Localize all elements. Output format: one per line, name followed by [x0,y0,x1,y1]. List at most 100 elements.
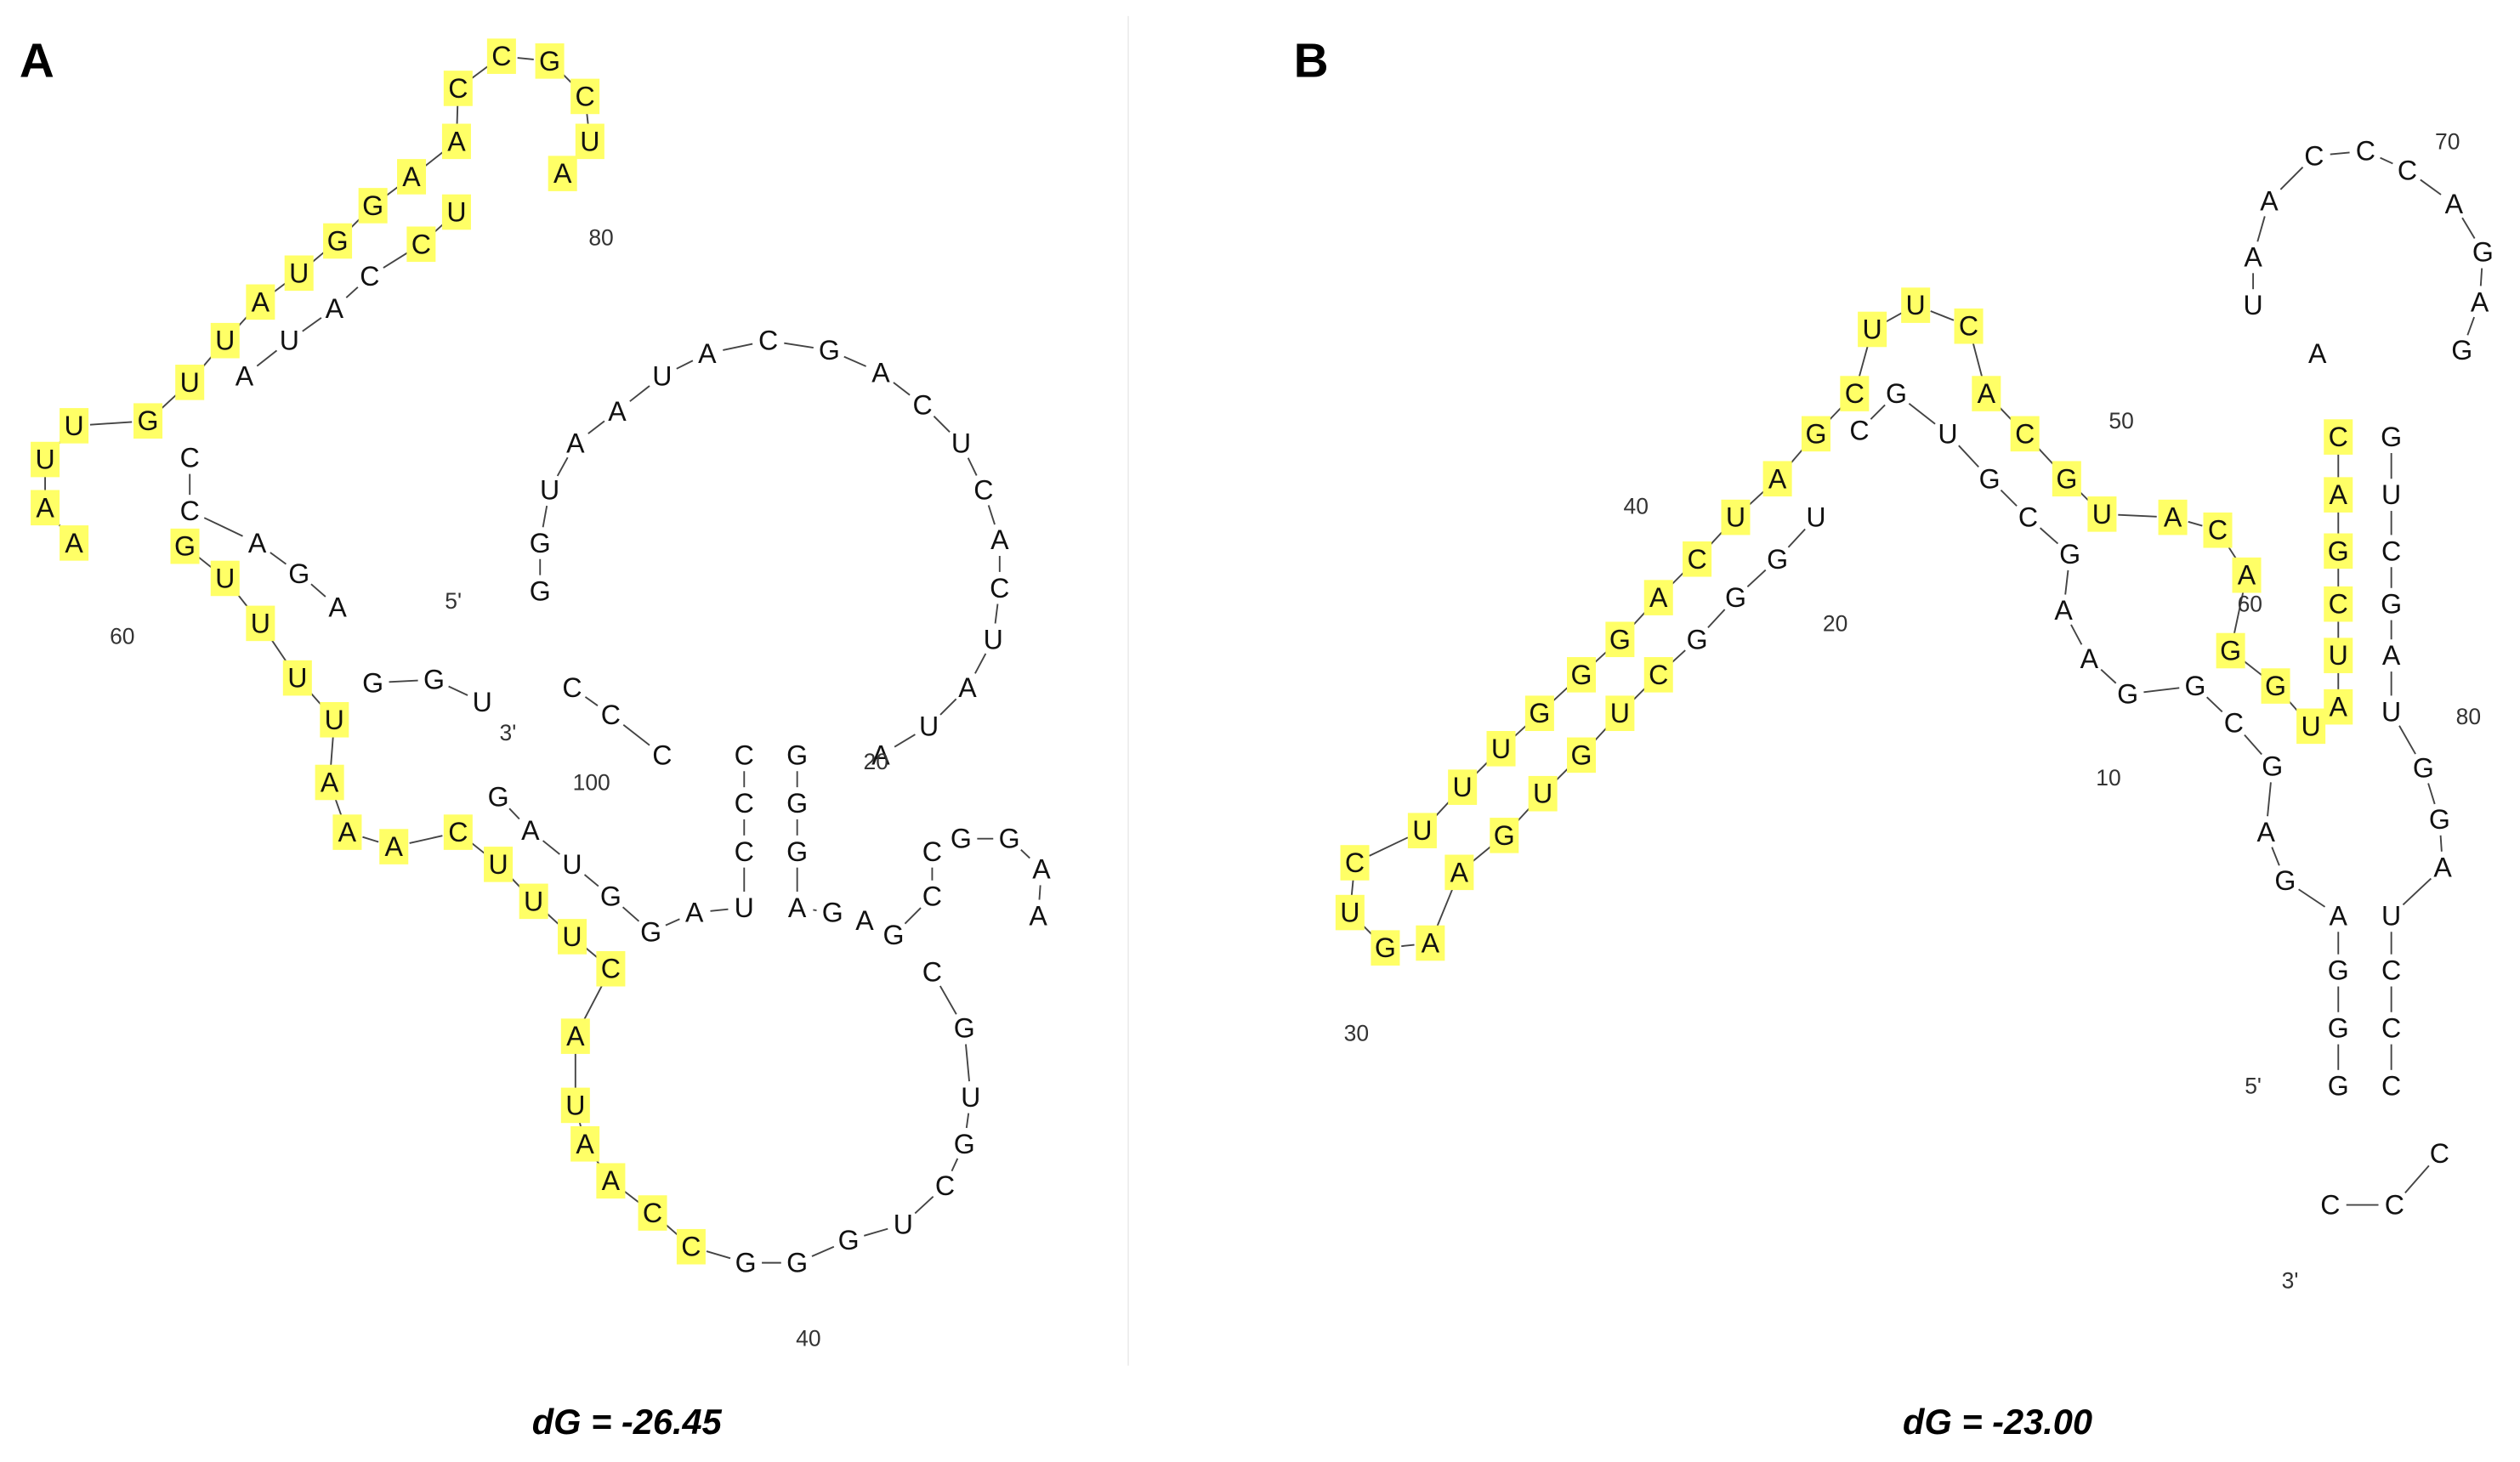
nucleotide: G [488,781,509,812]
nucleotide: G [539,46,560,76]
backbone-link [1972,341,1984,379]
highlight [60,525,89,561]
highlight [2324,533,2353,570]
backbone-link [2439,835,2443,852]
highlight [1762,461,1792,497]
nucleotide: C [2304,140,2324,171]
nucleotide: G [735,1248,757,1278]
backbone-link [710,908,729,912]
backbone-link [1350,878,1354,897]
nucleotide: A [855,905,874,936]
nucleotide: U [1453,772,1473,802]
backbone-link [159,392,179,411]
nucleotide: U [652,360,672,391]
nucleotide: G [2328,536,2349,566]
highlight [484,847,514,882]
backbone-link [676,360,694,370]
highlight [1444,854,1474,891]
nucleotide: U [580,126,599,156]
nucleotide: U [1906,290,1926,320]
nucleotide: C [935,1170,955,1201]
nucleotide: G [819,335,840,366]
highlight [1901,287,1931,323]
nucleotide: C [912,389,932,420]
nucleotide: U [984,624,1003,654]
backbone-link [994,604,999,624]
nucleotide: C [643,1198,662,1228]
highlight [332,814,362,850]
nucleotide: U [1340,898,1359,928]
backbone-link [2070,624,2083,645]
nucleotide: C [2015,418,2035,449]
backbone-link [270,552,287,565]
nucleotide: U [1938,418,1957,449]
nucleotide: G [530,528,551,558]
backbone-link [2461,217,2476,240]
nucleotide: G [2328,1071,2349,1102]
position-label: 30 [1344,1020,1369,1046]
highlight [246,284,275,320]
position-label: 80 [588,225,613,251]
nucleotide: G [327,226,349,257]
backbone-link [310,583,326,598]
backbone-link [2404,1164,2430,1193]
backbone-link [1858,344,1870,379]
nucleotide: C [1845,378,1864,409]
nucleotide: G [2328,955,2349,986]
nucleotide: C [2329,422,2348,452]
nucleotide: C [990,573,1009,604]
nucleotide: A [2080,643,2099,674]
highlight [560,1018,590,1054]
nucleotide: G [1767,544,1788,575]
backbone-link [622,1190,641,1204]
nucleotide: U [562,849,582,880]
highlight [1683,541,1712,577]
highlight [570,1125,600,1162]
highlight [358,188,388,224]
backbone-link [508,808,520,820]
nucleotide: C [2381,955,2401,986]
backbone-link [2279,167,2304,190]
nucleotide: G [530,576,551,607]
nucleotide: C [2329,589,2348,620]
backbone-link [784,342,814,349]
highlight [379,829,409,864]
nucleotide: C [2356,136,2375,167]
nucleotide: U [894,1209,913,1239]
nucleotide: A [385,831,404,862]
backbone-link [665,918,680,926]
nucleotide: U [2381,479,2401,510]
backbone-link [334,796,343,818]
nucleotide: C [735,740,754,770]
nucleotide: A [326,293,344,324]
backbone-link [2100,669,2117,684]
highlight [1643,580,1673,615]
backbone-link [965,1044,970,1082]
highlight [1490,818,1519,853]
nucleotide: C [2381,536,2401,566]
nucleotide: C [681,1232,701,1262]
backbone-link [362,836,379,843]
nucleotide: G [362,190,383,221]
nucleotide: U [325,705,344,735]
backbone-link [1369,836,1409,857]
nucleotide: A [328,592,347,622]
nucleotide: U [1806,502,1825,533]
backbone-link [2466,316,2475,336]
nucleotide: C [758,326,778,356]
nucleotide: U [287,663,307,694]
nucleotide: G [838,1225,860,1255]
nucleotide: U [919,711,939,741]
nucleotide: G [2274,865,2296,896]
nucleotide: C [576,81,595,111]
backbone-link [302,317,322,332]
highlight [441,194,471,230]
nucleotide: G [2381,422,2402,452]
panel-label: A [20,34,54,88]
nucleotide: C [2381,1071,2401,1102]
nucleotide: A [1029,900,1047,931]
highlight [1643,657,1673,693]
position-label: 60 [110,623,134,649]
backbone-link [893,382,911,396]
nucleotide: G [822,898,843,928]
